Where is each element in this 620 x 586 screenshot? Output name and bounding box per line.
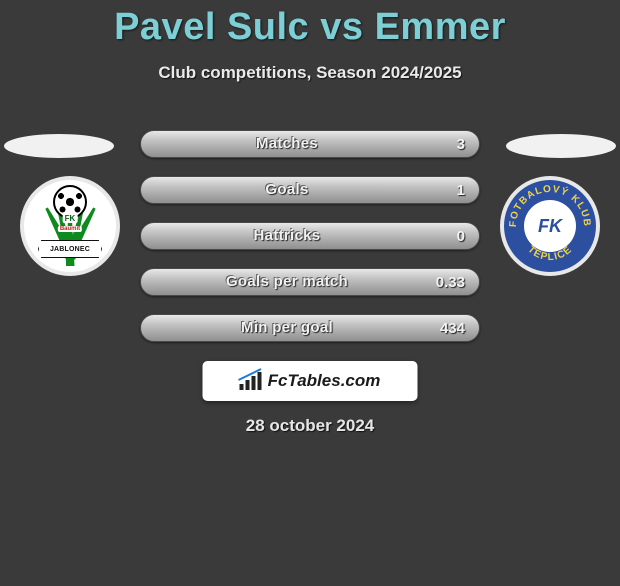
- right-badge-ring-bottom: TEPLICE: [525, 244, 574, 263]
- stat-row-hattricks: Hattricks 0: [140, 222, 480, 250]
- stat-label: Goals per match: [226, 273, 348, 290]
- right-club-badge: FOTBALOVÝ KLUB TEPLICE FK: [500, 176, 600, 276]
- stat-row-min-per-goal: Min per goal 434: [140, 314, 480, 342]
- stat-value: 3: [433, 136, 465, 153]
- left-ellipse-decoration: [4, 134, 114, 158]
- svg-text:TEPLICE: TEPLICE: [525, 244, 574, 263]
- teplice-crest-icon: FOTBALOVÝ KLUB TEPLICE FK: [504, 180, 596, 272]
- left-club-badge: FK Baumit JABLONEC: [20, 176, 120, 276]
- stats-list: Matches 3 Goals 1 Hattricks 0 Goals per …: [140, 130, 480, 342]
- right-ellipse-decoration: [506, 134, 616, 158]
- left-badge-club-name: JABLONEC: [38, 240, 102, 258]
- comparison-title: Pavel Sulc vs Emmer: [0, 6, 620, 49]
- left-badge-sponsor-label: Baumit: [58, 226, 82, 232]
- footer-date: 28 october 2024: [0, 416, 620, 436]
- jablonec-crest-icon: FK Baumit JABLONEC: [24, 180, 116, 272]
- stat-value: 434: [433, 320, 465, 337]
- stat-value: 0: [433, 228, 465, 245]
- stat-row-matches: Matches 3: [140, 130, 480, 158]
- left-badge-fk-label: FK: [63, 214, 78, 223]
- stat-row-goals-per-match: Goals per match 0.33: [140, 268, 480, 296]
- stat-label: Matches: [256, 135, 318, 152]
- stat-label: Min per goal: [241, 319, 333, 336]
- right-badge-ring-top: FOTBALOVÝ KLUB: [508, 184, 592, 228]
- comparison-subtitle: Club competitions, Season 2024/2025: [0, 63, 620, 83]
- svg-text:FOTBALOVÝ KLUB: FOTBALOVÝ KLUB: [508, 184, 592, 228]
- stat-value: 1: [433, 182, 465, 199]
- brand-chart-icon: [240, 372, 262, 390]
- stat-value: 0.33: [433, 274, 465, 291]
- brand-text: FcTables.com: [268, 371, 381, 391]
- brand-box[interactable]: FcTables.com: [203, 361, 418, 401]
- stat-row-goals: Goals 1: [140, 176, 480, 204]
- stat-label: Goals: [265, 181, 308, 198]
- stat-label: Hattricks: [254, 227, 321, 244]
